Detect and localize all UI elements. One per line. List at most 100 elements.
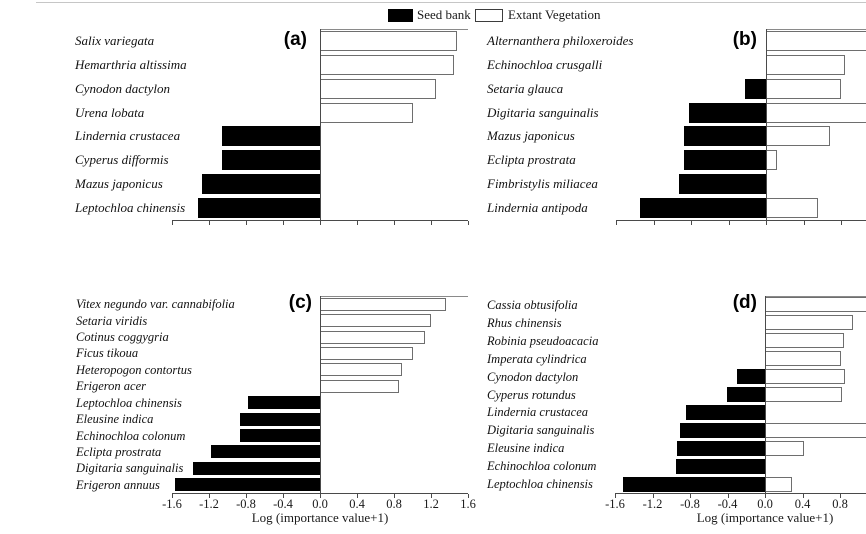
axis-tick-label: -0.4: [273, 497, 293, 511]
plot-area: [615, 296, 866, 493]
extant-vegetation-bar: [765, 351, 841, 367]
axis-tick: [357, 494, 358, 498]
x-axis-line: [615, 493, 866, 494]
species-label: Vitex negundo var. cannabifolia: [76, 297, 235, 312]
species-label: Cynodon dactylon: [487, 369, 579, 384]
axis-tick-label: -1.2: [199, 497, 219, 511]
axis-tick-label: -0.4: [717, 497, 738, 511]
species-label: Echinochloa crusgalli: [487, 56, 603, 72]
x-axis-line: [172, 493, 468, 494]
extant-vegetation-bar: [320, 314, 431, 328]
axis-tick-label: 1.2: [423, 497, 439, 511]
axis-tick: [615, 494, 616, 498]
axis-tick: [766, 221, 767, 225]
species-label: Cyperus rotundus: [487, 387, 576, 402]
extant-vegetation-bar: [765, 333, 844, 349]
axis-tick: [394, 494, 395, 498]
seed-bank-bar: [221, 150, 320, 171]
species-label: Cotinus coggygria: [76, 330, 169, 345]
extant-vegetation-bar: [320, 363, 403, 377]
seed-bank-bar: [736, 369, 765, 385]
axis-tick: [283, 494, 284, 498]
seed-bank-bar: [201, 174, 320, 195]
axis-tick: [840, 494, 841, 498]
extant-vegetation-bar: [765, 387, 842, 402]
seed-bank-bar: [193, 461, 320, 475]
seed-bank-bar: [197, 198, 320, 219]
seed-bank-bar: [684, 126, 766, 147]
axis-tick-label: -1.2: [642, 497, 663, 511]
extant-vegetation-bar: [320, 330, 426, 344]
axis-tick-label: 0.4: [794, 497, 811, 511]
extant-vegetation-bar: [765, 476, 793, 492]
species-label: Lindernia crustacea: [75, 128, 181, 144]
axis-tick: [841, 221, 842, 225]
plot-top-border: [766, 29, 866, 30]
extant-vegetation-swatch-icon: [475, 9, 503, 22]
panel-letter: (a): [283, 29, 307, 50]
species-label: Heteropogon contortus: [76, 362, 192, 377]
extant-vegetation-bar: [320, 30, 457, 51]
plot-top-border: [320, 29, 468, 30]
species-label: Ficus tikoua: [76, 346, 139, 361]
figure-top-rule: [36, 2, 866, 3]
axis-tick-label: 0.8: [832, 497, 848, 511]
axis-tick: [431, 221, 432, 225]
x-axis-title: Log (importance value+1): [696, 510, 834, 525]
species-label: Setaria viridis: [76, 313, 148, 328]
seed-bank-bar: [745, 78, 766, 99]
x-axis-title: Log (importance value+1): [251, 510, 389, 525]
species-label: Erigeron acer: [76, 379, 147, 394]
axis-tick-label: -0.8: [680, 497, 700, 511]
species-label: Leptochloa chinensis: [487, 477, 593, 492]
species-label: Eleusine indica: [76, 412, 154, 427]
species-label: Rhus chinensis: [487, 315, 562, 330]
extant-vegetation-bar: [765, 315, 854, 331]
extant-vegetation-bar: [766, 78, 841, 99]
zero-axis-line: [320, 29, 321, 220]
species-label: Mazus japonicus: [75, 176, 163, 192]
axis-tick-label: 1.6: [460, 497, 476, 511]
extant-vegetation-bar: [765, 297, 866, 313]
seed-bank-bar: [247, 396, 320, 410]
axis-tick: [653, 221, 655, 225]
extant-vegetation-bar: [765, 422, 866, 438]
axis-tick: [172, 494, 173, 498]
species-label: Imperata cylindrica: [487, 351, 587, 366]
axis-tick: [209, 221, 210, 225]
extant-vegetation-bar: [766, 54, 845, 75]
seed-bank-bar: [679, 422, 765, 438]
species-label: Cyperus difformis: [75, 152, 169, 168]
axis-tick: [431, 494, 432, 498]
x-axis-line: [172, 220, 468, 221]
species-label: Eclipta prostrata: [76, 444, 162, 459]
plot-top-border: [320, 296, 468, 297]
axis-tick-label: 0.0: [757, 497, 773, 511]
extant-vegetation-bar: [766, 126, 830, 147]
axis-tick: [765, 494, 766, 498]
axis-tick: [357, 221, 358, 225]
axis-tick-label: -1.6: [162, 497, 182, 511]
extant-vegetation-bar: [766, 198, 818, 219]
extant-vegetation-bar: [320, 297, 446, 311]
species-label: Echinochloa colonum: [487, 459, 597, 474]
axis-tick-label: 0.4: [349, 497, 365, 511]
seed-bank-bar: [689, 102, 766, 123]
seed-bank-bar: [678, 174, 766, 195]
species-label: Mazus japonicus: [487, 128, 575, 144]
species-label: Lindernia crustacea: [487, 405, 589, 420]
species-label: Cynodon dactylon: [75, 80, 170, 96]
species-label: Digitaria sanguinalis: [76, 461, 184, 476]
axis-tick: [727, 494, 729, 498]
species-label: Eclipta prostrata: [487, 152, 576, 168]
plot-area: [172, 29, 468, 220]
axis-tick: [394, 221, 395, 225]
axis-tick: [691, 221, 692, 225]
species-label: Robinia pseudoacacia: [487, 333, 599, 348]
species-label: Fimbristylis miliacea: [487, 176, 598, 192]
extant-vegetation-bar: [320, 78, 436, 99]
species-label: Lindernia antipoda: [487, 200, 588, 216]
panel-letter: (d): [732, 292, 757, 313]
axis-tick: [246, 494, 247, 498]
